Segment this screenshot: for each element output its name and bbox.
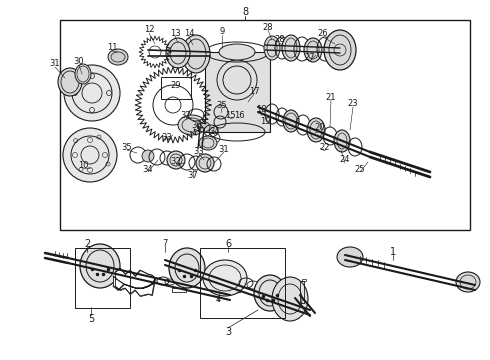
Bar <box>75 248 130 308</box>
Text: 7: 7 <box>162 238 168 248</box>
Text: 27: 27 <box>305 54 315 63</box>
Ellipse shape <box>272 277 308 321</box>
Text: 31: 31 <box>219 144 229 153</box>
Text: 14: 14 <box>184 30 194 39</box>
Text: 34: 34 <box>143 165 153 174</box>
Text: 23: 23 <box>348 99 358 108</box>
Text: 10: 10 <box>78 161 88 170</box>
Text: 2: 2 <box>84 239 90 249</box>
Text: 20: 20 <box>315 123 325 132</box>
Ellipse shape <box>203 260 247 296</box>
Bar <box>300 281 304 303</box>
Ellipse shape <box>58 68 82 96</box>
Ellipse shape <box>169 248 205 288</box>
Text: 18: 18 <box>256 104 266 113</box>
Text: 29: 29 <box>171 81 181 90</box>
Ellipse shape <box>198 122 210 132</box>
Text: 30: 30 <box>74 58 84 67</box>
Ellipse shape <box>334 130 350 152</box>
Bar <box>205 52 270 132</box>
Ellipse shape <box>324 30 356 70</box>
Ellipse shape <box>196 154 214 172</box>
Ellipse shape <box>108 49 128 65</box>
Text: 9: 9 <box>220 27 224 36</box>
Text: 28: 28 <box>263 22 273 31</box>
Ellipse shape <box>283 110 299 132</box>
Text: 22: 22 <box>320 144 330 153</box>
Text: 11: 11 <box>107 44 117 53</box>
Text: 33: 33 <box>162 132 172 141</box>
Text: 28: 28 <box>275 36 285 45</box>
Text: 35: 35 <box>122 143 132 152</box>
Text: 26: 26 <box>318 30 328 39</box>
Ellipse shape <box>304 38 322 62</box>
Ellipse shape <box>178 115 206 135</box>
Text: 12: 12 <box>144 26 154 35</box>
Ellipse shape <box>166 38 190 68</box>
Text: 21: 21 <box>326 93 336 102</box>
Text: 34: 34 <box>210 127 220 136</box>
Text: 32: 32 <box>181 112 191 121</box>
Ellipse shape <box>167 151 185 169</box>
Text: 13: 13 <box>170 28 180 37</box>
Ellipse shape <box>199 136 217 150</box>
Text: 33: 33 <box>194 147 204 156</box>
Bar <box>161 77 191 99</box>
Bar <box>302 279 306 281</box>
Text: 24: 24 <box>340 156 350 165</box>
Bar <box>172 288 186 292</box>
Ellipse shape <box>337 247 363 267</box>
Ellipse shape <box>64 65 120 121</box>
Text: 4: 4 <box>216 294 220 303</box>
Ellipse shape <box>75 64 91 84</box>
Ellipse shape <box>254 275 286 311</box>
Text: 31: 31 <box>49 59 60 68</box>
Ellipse shape <box>307 118 325 142</box>
Text: 8: 8 <box>242 7 248 17</box>
Text: 3: 3 <box>225 327 231 337</box>
Text: 32: 32 <box>171 158 181 166</box>
Ellipse shape <box>142 150 154 162</box>
Text: 19: 19 <box>260 117 270 126</box>
Ellipse shape <box>456 272 480 292</box>
Text: 17: 17 <box>249 86 259 95</box>
Text: 36: 36 <box>192 121 202 130</box>
Text: 25: 25 <box>355 165 365 174</box>
Ellipse shape <box>264 36 280 60</box>
Text: 5: 5 <box>88 314 94 324</box>
Text: 37: 37 <box>188 171 198 180</box>
Text: 35: 35 <box>217 100 227 109</box>
Ellipse shape <box>219 44 255 60</box>
Ellipse shape <box>282 35 300 61</box>
Text: 1: 1 <box>390 247 396 257</box>
Text: 6: 6 <box>225 239 231 249</box>
Text: 15: 15 <box>225 112 235 121</box>
Ellipse shape <box>80 244 120 288</box>
Bar <box>60 20 470 230</box>
Ellipse shape <box>63 128 117 182</box>
Ellipse shape <box>182 35 210 73</box>
Bar <box>200 248 285 318</box>
Text: 16: 16 <box>234 112 245 121</box>
